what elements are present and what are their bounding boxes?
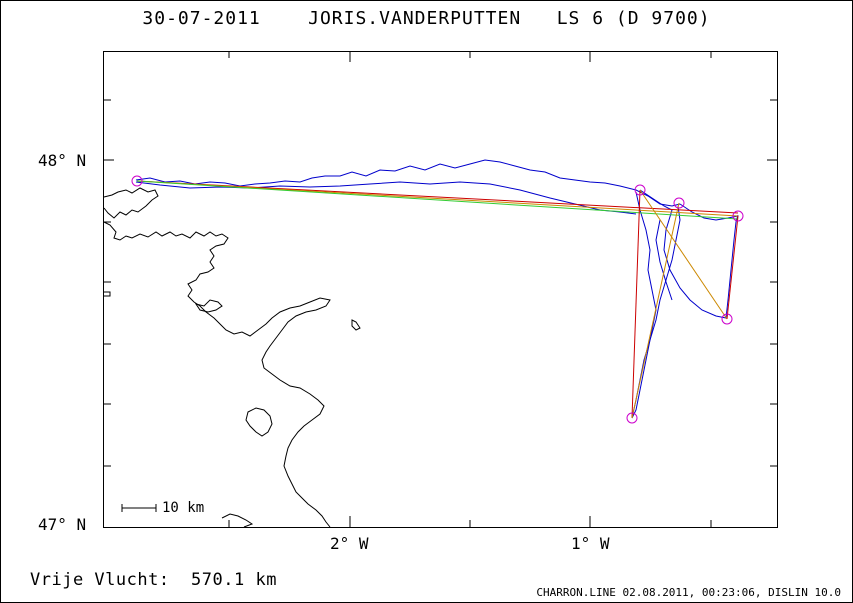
coastline xyxy=(103,187,361,528)
credit-text: CHARRON.LINE 02.08.2011, 00:23:06, DISLI… xyxy=(536,586,841,599)
scale-label: 10 km xyxy=(162,500,205,516)
glider-name: LS 6 (D 9700) xyxy=(556,8,711,29)
lat-label-47: 47° N xyxy=(38,515,87,534)
turnpoint-marker xyxy=(626,412,638,424)
turnpoint-marker xyxy=(634,184,646,196)
task-leg-green xyxy=(136,180,739,220)
pilot-name: JORIS.VANDERPUTTEN xyxy=(308,8,522,29)
turnpoints xyxy=(131,175,744,424)
turnpoint-marker xyxy=(721,313,733,325)
lon-ticks xyxy=(228,51,712,527)
lon-label-2w: 2° W xyxy=(330,534,369,553)
lon-label-1w: 1° W xyxy=(571,534,610,553)
task-leg-4 xyxy=(639,189,728,320)
task-leg-5 xyxy=(726,215,739,320)
scale-bar xyxy=(121,504,157,512)
lat-ticks xyxy=(103,99,778,467)
distance-value: 570.1 km xyxy=(191,570,277,590)
lat-label-48: 48° N xyxy=(38,151,87,170)
flight-date: 30-07-2011 xyxy=(142,8,261,29)
distance-label: Vrije Vlucht: xyxy=(30,570,170,590)
task-lines xyxy=(136,180,739,419)
task-leg-3 xyxy=(631,202,680,419)
turnpoint-marker xyxy=(732,210,744,222)
plot-frame xyxy=(103,51,778,528)
task-leg-2 xyxy=(631,189,641,419)
page-title: 30-07-2011 JORIS.VANDERPUTTEN LS 6 (D 97… xyxy=(0,8,853,29)
turnpoint-marker xyxy=(673,197,685,209)
turnpoint-marker xyxy=(131,175,143,187)
distance-summary: Vrije Vlucht: 570.1 km xyxy=(30,570,277,590)
